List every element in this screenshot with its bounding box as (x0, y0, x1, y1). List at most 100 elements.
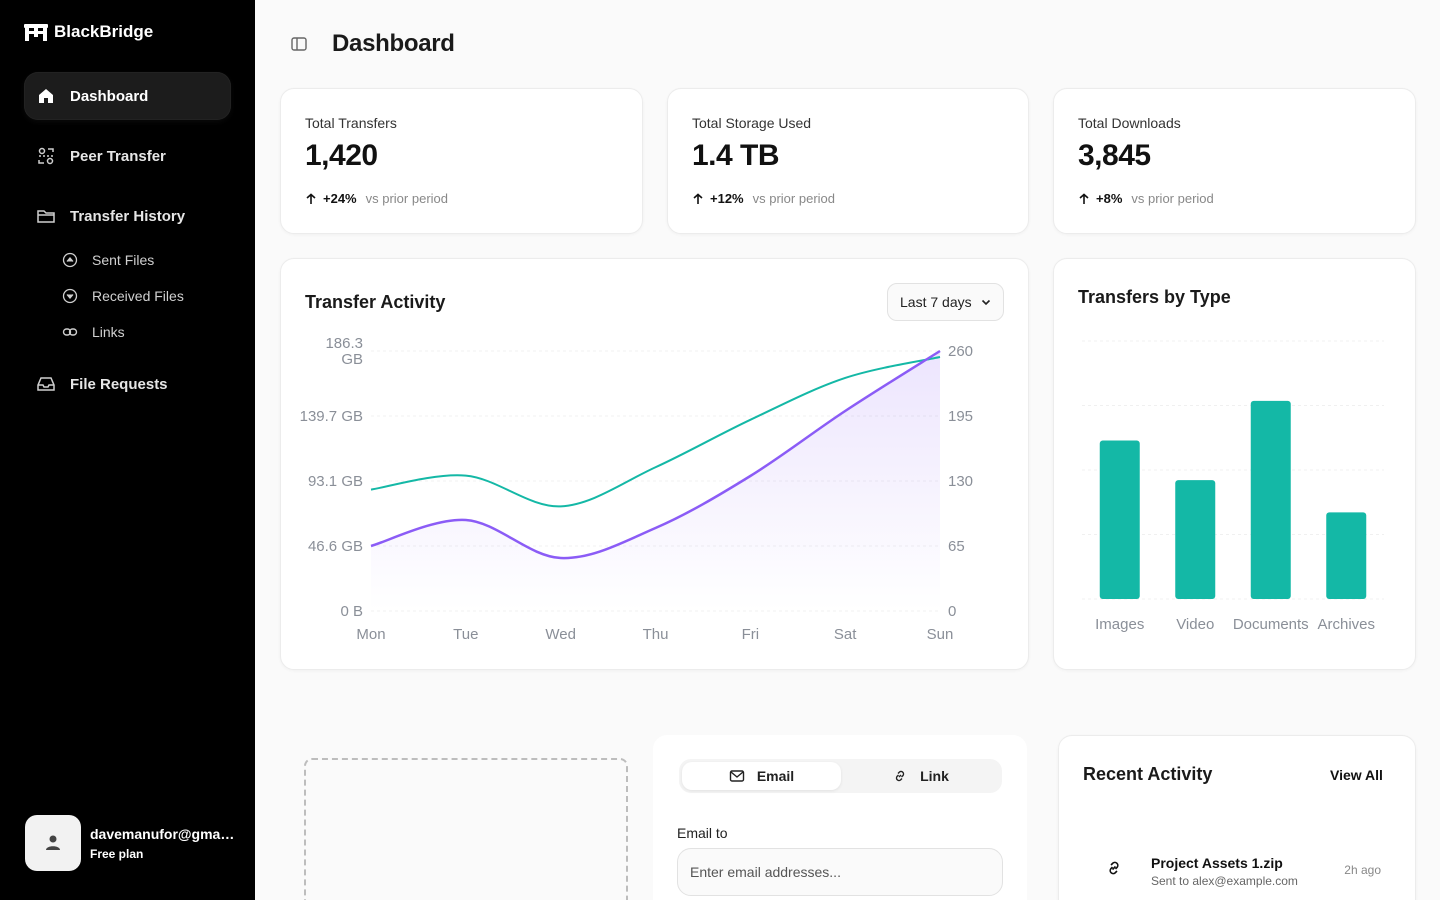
transfer-activity-chart: 186.3 GB 260 139.7 GB 195 93.1 GB 130 46.6 GB 65… (300, 335, 973, 643)
activity-file-name: Project Assets 1.zip (1151, 855, 1283, 871)
stat-card-total-downloads: Total Downloads 3,845 +8% vs prior perio… (1053, 88, 1416, 234)
stat-delta-value: +12% (710, 191, 744, 206)
stat-value: 1,420 (305, 139, 378, 172)
user-icon (46, 835, 60, 850)
arrow-up-icon (1079, 192, 1089, 204)
tick-label-part: 186.3 (325, 335, 363, 352)
bar (1099, 440, 1140, 599)
stat-delta: +8% vs prior period (1078, 191, 1214, 206)
tab-label: Email (756, 768, 795, 784)
x-tick-label: Thu (643, 626, 669, 643)
y-tick-label-right: 260 (948, 343, 973, 360)
x-tick-label: Mon (356, 626, 385, 643)
y-tick-label-right: 130 (948, 473, 973, 490)
avatar (25, 815, 81, 871)
stat-card-total-transfers: Total Transfers 1,420 +24% vs prior peri… (280, 88, 643, 234)
tab-email[interactable]: Email (682, 762, 841, 790)
sidebar-subitem-sent-files[interactable]: Sent Files (62, 248, 154, 272)
activity-time: 2h ago (1344, 863, 1381, 877)
chevron-down-icon (981, 299, 991, 306)
link-icon (1109, 861, 1119, 875)
stat-label: Total Storage Used (692, 115, 812, 131)
series-line-purple (370, 349, 941, 560)
y-tick-label-left: 139.7 GB (300, 408, 363, 425)
file-dropzone[interactable] (304, 758, 628, 900)
stat-label: Total Transfers (305, 115, 397, 131)
stat-delta-caption: vs prior period (1131, 191, 1214, 206)
x-tick-label: Fri (742, 626, 760, 643)
sidebar-item-label: Peer Transfer (70, 147, 166, 165)
share-method-toggle: Email Link (679, 759, 1002, 793)
x-tick-label: Images (1095, 616, 1144, 633)
sidebar-item-peer-transfer[interactable]: Peer Transfer (24, 132, 231, 180)
sidebar-subitem-label: Received Files (92, 288, 184, 304)
y-tick-label-right: 0 (948, 603, 956, 620)
user-plan: Free plan (90, 846, 144, 861)
sidebar-subitem-label: Links (92, 324, 125, 340)
y-tick-label-left: 186.3 GB (325, 335, 363, 368)
link-icon (895, 770, 905, 782)
tick-label-part: GB (341, 351, 363, 368)
stat-label: Total Downloads (1078, 115, 1181, 131)
sidebar-item-file-requests[interactable]: File Requests (24, 360, 231, 408)
sidebar: BlackBridge Dashboard Peer Transfer Tran… (0, 0, 255, 900)
stat-delta: +12% vs prior period (692, 191, 835, 206)
list-item[interactable]: Project Assets 1.zip Sent to alex@exampl… (1099, 850, 1381, 890)
y-tick-label-right: 65 (948, 538, 965, 555)
link-icon (62, 328, 78, 336)
sidebar-item-label: Transfer History (70, 207, 186, 225)
card-title: Transfer Activity (305, 292, 446, 312)
range-select-value: Last 7 days (900, 294, 972, 310)
card-title: Recent Activity (1083, 764, 1213, 784)
tab-link[interactable]: Link (841, 762, 1000, 790)
series-area (371, 351, 940, 611)
range-select[interactable]: Last 7 days (887, 283, 1004, 321)
view-all-link[interactable]: View All (1330, 767, 1383, 783)
sidebar-subitem-received-files[interactable]: Received Files (62, 284, 184, 308)
activity-detail: Sent to alex@example.com (1151, 874, 1298, 888)
sidebar-item-transfer-history[interactable]: Transfer History (24, 192, 231, 240)
series-line-teal (370, 356, 941, 508)
tab-label: Link (920, 768, 949, 784)
home-icon (39, 89, 53, 103)
sidebar-item-label: File Requests (70, 375, 168, 393)
x-tick-label: Tue (453, 626, 478, 643)
page-title: Dashboard (332, 30, 455, 57)
stat-delta-caption: vs prior period (365, 191, 448, 206)
arrow-up-circle-icon (62, 252, 78, 268)
bar (1250, 400, 1291, 599)
user-profile[interactable]: davemanufor@gmail... Free plan (25, 815, 235, 871)
folder-icon (37, 210, 55, 223)
stat-card-total-storage: Total Storage Used 1.4 TB +12% vs prior … (667, 88, 1029, 234)
bridge-logo-icon (24, 24, 48, 41)
x-tick-label: Sat (834, 626, 857, 643)
x-tick-label: Documents (1233, 616, 1309, 633)
recent-activity-card: Recent Activity View All Project Assets … (1058, 735, 1416, 900)
stat-delta: +24% vs prior period (305, 191, 448, 206)
stat-delta-value: +8% (1096, 191, 1123, 206)
transfers-by-type-chart: Images Video Documents Archives (1082, 340, 1384, 633)
y-tick-label-left: 93.1 GB (308, 473, 363, 490)
y-tick-label-left: 46.6 GB (308, 538, 363, 555)
sidebar-subitem-label: Sent Files (92, 252, 155, 268)
y-tick-label-right: 195 (948, 408, 973, 425)
email-field[interactable] (677, 848, 1003, 896)
mail-icon (729, 770, 745, 782)
transfers-by-type-card: Images Video Documents Archives Transfers b… (1053, 258, 1416, 670)
stat-value: 3,845 (1078, 139, 1151, 172)
arrow-down-circle-icon (62, 288, 78, 304)
bar (1175, 480, 1216, 599)
sidebar-item-label: Dashboard (70, 87, 149, 105)
peer-icon (38, 147, 54, 165)
brand-logo[interactable]: BlackBridge (24, 22, 153, 42)
sidebar-subitem-links[interactable]: Links (62, 320, 125, 344)
x-tick-label: Archives (1317, 616, 1375, 633)
user-email: davemanufor@gmail... (90, 825, 235, 842)
sidebar-toggle-icon[interactable] (290, 35, 308, 53)
arrow-up-icon (306, 192, 316, 204)
stat-delta-caption: vs prior period (752, 191, 835, 206)
sidebar-item-dashboard[interactable]: Dashboard (24, 72, 231, 120)
bar (1326, 512, 1367, 599)
x-tick-label: Sun (927, 626, 954, 643)
brand-name: BlackBridge (54, 22, 154, 41)
